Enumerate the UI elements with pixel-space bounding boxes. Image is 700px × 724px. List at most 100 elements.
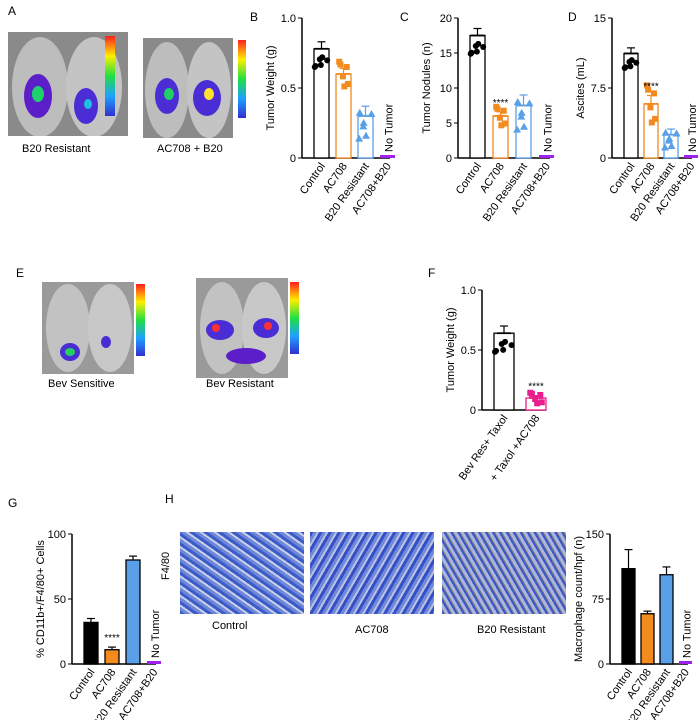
colorbar-e2	[290, 282, 299, 354]
panel-label-h: H	[165, 492, 174, 506]
data-point-1-4	[337, 61, 344, 68]
bar-3	[380, 155, 395, 158]
data-point-2-0	[355, 134, 364, 142]
y-tick-label: 0	[598, 659, 604, 671]
data-point-2-2	[359, 118, 368, 126]
caption-ac708-b20: AC708 + B20	[157, 143, 223, 155]
significance-label: ****	[528, 382, 544, 393]
caption-histology-b20-resistant: B20 Resistant	[477, 624, 546, 636]
data-point-0-4	[626, 58, 633, 65]
data-point-0-2	[312, 63, 319, 70]
data-point-1-1	[537, 392, 544, 399]
bar-1	[104, 649, 120, 665]
panel-label-a: A	[8, 4, 17, 18]
data-point-1-3	[532, 395, 539, 402]
y-tick-label: 0	[470, 405, 476, 417]
y-tick-label: 0	[600, 153, 606, 165]
data-point-0-4	[498, 341, 505, 348]
caption-bev-sensitive: Bev Sensitive	[48, 378, 115, 390]
y-axis-label: Macrophage count/hpf (n)	[573, 536, 585, 662]
data-point-2-4	[525, 99, 534, 107]
y-tick-label: 0.5	[281, 83, 296, 95]
data-point-1-4	[645, 86, 652, 93]
y-axis-label: Tumor Nodules (n)	[421, 42, 433, 133]
y-tick-label: 0	[446, 153, 452, 165]
bar-2	[659, 574, 674, 665]
data-point-1-4	[494, 105, 501, 112]
data-point-2-1	[513, 97, 522, 105]
data-point-1-1	[343, 64, 350, 71]
bar-3	[539, 155, 554, 158]
y-tick-label: 10	[440, 83, 452, 95]
data-point-2-2	[517, 108, 526, 116]
data-point-1-1	[500, 107, 507, 114]
data-point-0-1	[508, 342, 515, 349]
y-tick-label: 1.0	[461, 285, 476, 297]
data-point-1-2	[341, 83, 348, 90]
data-point-1-5	[344, 81, 351, 88]
data-point-0-2	[622, 64, 629, 71]
y-tick-label: 0	[60, 659, 66, 671]
colorbar-a1	[105, 36, 115, 116]
bar-3	[147, 661, 161, 664]
y-tick-label: 75	[592, 594, 604, 606]
data-point-0-5	[473, 48, 480, 55]
data-point-1-4	[528, 390, 535, 397]
panel-label-g: G	[8, 496, 18, 510]
panel-label-f: F	[428, 266, 436, 280]
data-point-1-5	[652, 115, 659, 122]
data-point-1-2	[498, 122, 505, 129]
y-tick-label: 7.5	[591, 83, 606, 95]
colorbar-e1	[136, 284, 145, 356]
data-point-2-1	[355, 108, 364, 116]
histology-image-b20-resistant	[442, 532, 566, 614]
panel-label-e: E	[16, 266, 25, 280]
mouse-image-ac708-b20	[143, 38, 233, 138]
colorbar-a2	[238, 40, 246, 118]
data-point-1-0	[644, 82, 651, 89]
data-point-2-1	[661, 128, 670, 136]
mouse-image-a2-art	[145, 42, 231, 138]
data-point-2-0	[661, 143, 670, 151]
y-tick-label: 15	[440, 48, 452, 60]
mouse-image-bev-sensitive	[42, 282, 134, 374]
data-point-2-3	[359, 122, 368, 130]
y-tick-label: 20	[440, 13, 452, 25]
data-point-0-5	[317, 61, 324, 68]
data-point-2-3	[517, 112, 526, 120]
data-point-2-0	[513, 125, 522, 133]
data-point-1-2	[534, 400, 541, 407]
significance-label: ****	[643, 81, 659, 92]
data-point-2-5	[520, 122, 529, 130]
panel-label-b: B	[250, 10, 259, 24]
data-point-0-4	[316, 56, 323, 63]
y-tick-label: 0	[290, 153, 296, 165]
data-point-1-2	[648, 119, 655, 126]
no-tumor-annotation: No Tumor	[687, 103, 698, 152]
bar-3	[679, 661, 692, 664]
panel-label-c: C	[400, 10, 409, 24]
y-tick-label: 150	[586, 529, 604, 541]
data-point-2-3	[664, 136, 673, 144]
data-point-0-1	[480, 44, 487, 51]
bar-0	[83, 621, 99, 665]
y-tick-label: 50	[54, 594, 66, 606]
bar-1	[643, 103, 659, 159]
no-tumor-annotation: No Tumor	[384, 103, 396, 152]
significance-label: ****	[493, 98, 509, 109]
significance-label: ****	[104, 633, 120, 644]
histology-image-ac708	[310, 532, 434, 614]
data-point-1-1	[651, 90, 658, 97]
data-point-1-3	[496, 114, 503, 121]
data-point-1-5	[538, 399, 545, 406]
y-axis-label: % CD11b+/F4/80+ Cells	[35, 540, 47, 658]
bar-2	[125, 559, 141, 665]
caption-histology-ac708: AC708	[355, 624, 389, 636]
caption-bev-resistant: Bev Resistant	[206, 378, 274, 390]
data-point-2-5	[667, 141, 676, 149]
y-tick-label: 15	[594, 13, 606, 25]
